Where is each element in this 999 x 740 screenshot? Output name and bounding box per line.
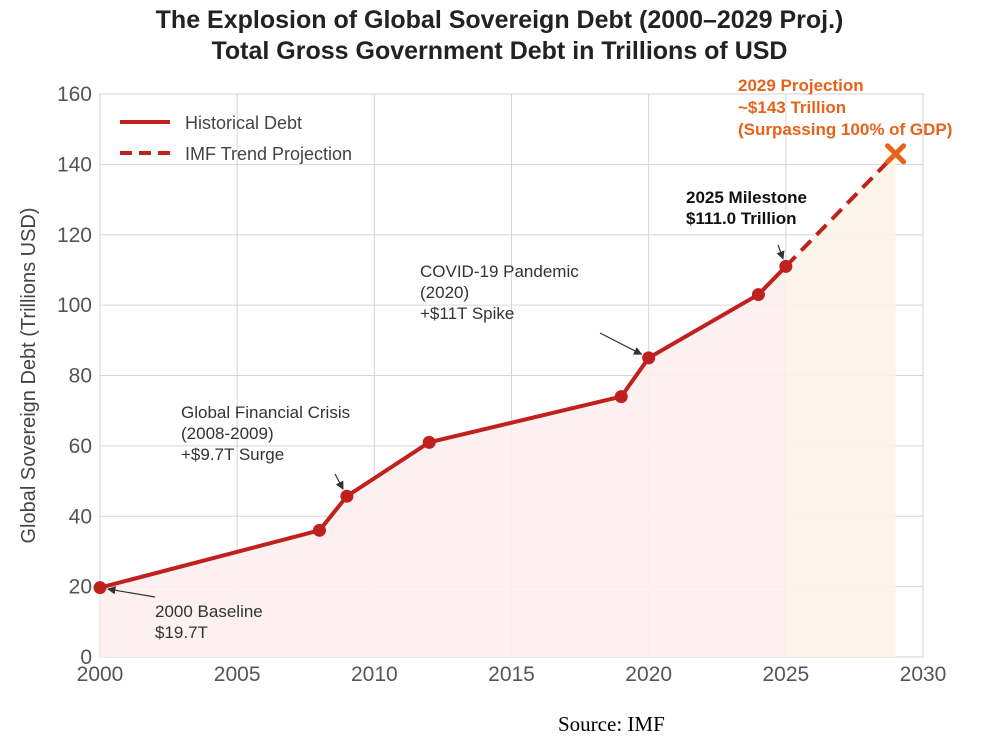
projection-line <box>784 152 897 268</box>
annotation-line: 2029 Projection <box>738 76 864 95</box>
projection-marker-stroke <box>885 143 907 165</box>
x-tick-label: 2020 <box>625 663 672 686</box>
y-tick-label: 160 <box>57 83 92 106</box>
annotation-label: COVID-19 Pandemic (2020) +$11T Spike <box>420 262 579 323</box>
projection-area <box>785 153 896 657</box>
annotation-line: 2000 Baseline <box>155 602 263 621</box>
x-tick-label: 2015 <box>488 663 535 686</box>
annotation-arrow <box>776 244 785 260</box>
x-tick-label: 2000 <box>77 663 124 686</box>
annotation-line: $111.0 Trillion <box>686 209 797 228</box>
y-tick-label: 20 <box>69 576 92 599</box>
annotation-label: 2000 Baseline $19.7T <box>155 602 263 642</box>
debt-line-chart: 2000 2005 2010 2015 2020 2025 2030 0 20 40 60 80 100… <box>18 76 952 686</box>
x-tick-label: 2030 <box>900 663 947 686</box>
x-tick-label: 2025 <box>762 663 809 686</box>
y-tick-label: 100 <box>57 294 92 317</box>
y-tick-label: 80 <box>69 365 92 388</box>
x-tick-label: 2005 <box>214 663 261 686</box>
data-point <box>93 581 107 595</box>
annotation-label: Global Financial Crisis (2008-2009) +$9.7T… <box>181 403 350 464</box>
annotation-line: COVID-19 Pandemic <box>420 262 579 281</box>
data-point <box>340 489 354 503</box>
y-tick-label: 140 <box>57 153 92 176</box>
source-note: Source: IMF <box>558 712 665 736</box>
legend: Historical Debt IMF Trend Projection <box>120 113 352 164</box>
y-tick-label: 0 <box>80 646 92 669</box>
historical-line <box>99 265 788 590</box>
historical-area <box>100 266 786 657</box>
data-point <box>614 390 628 404</box>
annotation-line: (2008-2009) <box>181 424 274 443</box>
annotation-line: Global Financial Crisis <box>181 403 350 422</box>
y-tick-label: 120 <box>57 224 92 247</box>
annotation-line: ~$143 Trillion <box>738 98 846 117</box>
annotation-line: (Surpassing 100% of GDP) <box>738 120 952 139</box>
data-point <box>422 435 436 449</box>
legend-label: Historical Debt <box>185 113 302 133</box>
annotation-arrow <box>599 332 643 355</box>
annotation-line: (2020) <box>420 283 469 302</box>
chart-title: The Explosion of Global Sovereign Debt (… <box>155 6 844 34</box>
y-tick-label: 60 <box>69 435 92 458</box>
annotation-arrow <box>107 586 156 598</box>
annotation-arrow <box>334 473 344 490</box>
y-tick-label: 40 <box>69 505 92 528</box>
data-point <box>312 523 326 537</box>
legend-label: IMF Trend Projection <box>185 144 352 164</box>
data-point <box>751 288 765 302</box>
annotation-line: $19.7T <box>155 623 208 642</box>
annotation-label: 2029 Projection ~$143 Trillion (Surpassing… <box>738 76 952 139</box>
data-point <box>642 351 656 365</box>
annotation-line: +$9.7T Surge <box>181 445 284 464</box>
chart-subtitle: Total Gross Government Debt in Trillions… <box>211 37 788 65</box>
annotation-line: 2025 Milestone <box>686 188 807 207</box>
annotation-line: +$11T Spike <box>420 304 514 323</box>
y-axis-label: Global Sovereign Debt (Trillions USD) <box>18 207 40 543</box>
x-tick-label: 2010 <box>351 663 398 686</box>
data-point <box>779 259 793 273</box>
annotation-label: 2025 Milestone $111.0 Trillion <box>686 188 807 228</box>
